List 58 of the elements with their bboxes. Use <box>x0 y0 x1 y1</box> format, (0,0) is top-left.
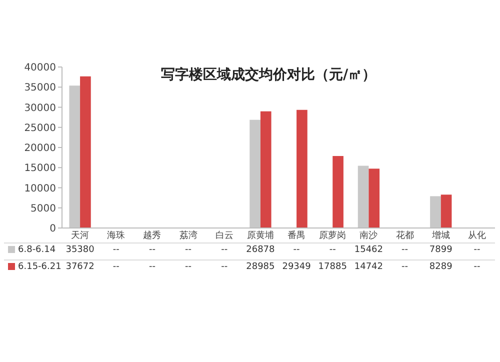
text: -- <box>112 262 120 272</box>
data-label: 29349 <box>282 262 312 272</box>
text: -- <box>293 245 300 255</box>
data-label: 26878 <box>246 245 276 255</box>
y-tick-label: 15000 <box>24 163 56 174</box>
x-tick-label: 原萝岗 <box>319 230 346 241</box>
data-label: 17885 <box>318 262 347 272</box>
y-tick-label: 5000 <box>30 203 56 214</box>
x-tick-label: 越秀 <box>143 230 162 241</box>
text: -- <box>221 245 228 255</box>
text: -- <box>402 262 408 272</box>
y-tick-label: 30000 <box>24 102 56 114</box>
data-label: 15462 <box>354 245 384 255</box>
x-tick-label: 从化 <box>468 230 486 241</box>
y-tick-label: 20000 <box>24 143 56 154</box>
data-label: 28985 <box>246 262 275 272</box>
text: -- <box>402 245 408 255</box>
text: -- <box>148 245 156 255</box>
x-tick-label: 原黄埔 <box>246 230 274 241</box>
y-tick-label: 0 <box>50 224 56 234</box>
legend-label: 6.15-6.21 <box>18 262 62 272</box>
data-label: 14742 <box>354 262 384 272</box>
x-tick-label: 白云 <box>215 230 234 241</box>
data-label: 37672 <box>66 262 94 272</box>
legend-label: 6.8-6.14 <box>18 245 56 255</box>
chart-title: 写字楼区域成交均价对比（元/㎡） <box>160 66 376 83</box>
text: -- <box>474 262 480 272</box>
text: -- <box>221 262 228 272</box>
bar <box>430 196 441 228</box>
x-tick-label: 增城 <box>430 230 450 241</box>
y-tick-label: 40000 <box>24 62 56 74</box>
x-tick-label: 南沙 <box>360 230 378 241</box>
text: -- <box>185 245 192 255</box>
bar <box>368 168 380 228</box>
text: -- <box>474 245 480 255</box>
x-tick-label: 番禺 <box>288 230 306 241</box>
bar <box>69 86 80 228</box>
text: -- <box>112 245 120 255</box>
data-label: 35380 <box>66 245 95 255</box>
bar <box>440 194 452 228</box>
data-label: 8289 <box>429 262 453 272</box>
bar <box>80 76 91 228</box>
bar <box>296 110 308 228</box>
x-tick-label: 海珠 <box>107 230 126 241</box>
text: -- <box>148 262 156 272</box>
bar <box>358 166 369 228</box>
text: -- <box>185 262 192 272</box>
bar <box>250 120 260 228</box>
y-tick-label: 35000 <box>24 82 56 94</box>
text: -- <box>329 245 336 255</box>
x-tick-label: 荔湾 <box>179 230 198 241</box>
bar <box>332 156 344 228</box>
y-tick-label: 25000 <box>24 122 56 134</box>
y-tick-label: 10000 <box>24 183 56 194</box>
x-tick-label: 花都 <box>396 230 414 241</box>
bar <box>260 111 272 228</box>
data-label: 7899 <box>429 245 453 255</box>
x-tick-label: 天河 <box>71 230 90 241</box>
